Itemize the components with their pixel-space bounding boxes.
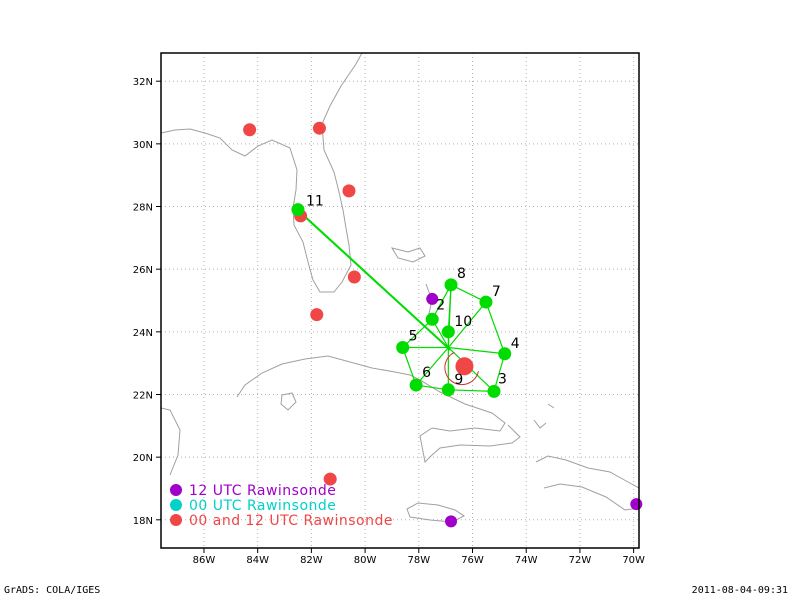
dropsonde-marker	[441, 383, 455, 397]
x-tick-label: 86W	[193, 555, 216, 566]
footer-credit: GrADS: COLA/IGES	[4, 585, 101, 596]
dropsonde-marker	[441, 325, 455, 339]
spoke-line	[448, 346, 505, 355]
spoke-line	[447, 301, 487, 348]
cuba-north-coast	[236, 355, 506, 432]
ring-line	[448, 389, 495, 392]
legend-swatch	[170, 499, 182, 511]
legend-swatch	[170, 484, 182, 496]
dropsonde-marker	[425, 312, 439, 326]
ring-line	[402, 318, 433, 348]
rawinsonde-00-12-marker	[347, 270, 361, 284]
spoke-line	[297, 209, 449, 348]
grid-lines	[161, 53, 639, 548]
y-tick-label: 18N	[133, 516, 153, 527]
dropsonde-marker	[409, 378, 423, 392]
cuba-south-coast	[419, 424, 521, 464]
rawinsonde-00-12-marker	[312, 121, 326, 135]
drop-number-label: 2	[436, 297, 445, 313]
drop-number-label: 9	[454, 372, 463, 388]
rawinsonde-00-12-marker	[310, 308, 324, 322]
plot-frame	[160, 52, 640, 549]
x-tick-label: 70W	[622, 555, 645, 566]
turks-caicos	[533, 403, 555, 429]
drop-number-labels: 2 3 4 5 6 7 8 9 10 11	[306, 194, 520, 388]
drop-number-label: 6	[422, 365, 431, 381]
x-tick-label: 76W	[461, 555, 484, 566]
drop-number-label: 4	[511, 336, 520, 352]
dropsonde-marker	[487, 384, 501, 398]
hispaniola	[535, 455, 639, 511]
yucatan-edge	[161, 407, 181, 476]
legend-swatch	[170, 514, 182, 526]
ring-line	[402, 347, 417, 386]
x-tick-label: 78W	[407, 555, 430, 566]
rawinsonde-00-12-marker	[243, 123, 257, 137]
y-tick-label: 28N	[133, 203, 153, 214]
spoke-line	[300, 213, 451, 351]
drop-link-lines	[297, 209, 506, 392]
dropsonde-marker	[396, 340, 410, 354]
drop-number-label: 8	[457, 266, 466, 282]
y-tick-label: 24N	[133, 328, 153, 339]
rawinsonde-00-12-marker	[323, 472, 337, 486]
rawinsonde-12-marker	[426, 292, 439, 305]
rawinsonde-12-marker	[630, 498, 643, 511]
coastlines	[161, 53, 639, 523]
storm-center-marker	[455, 357, 474, 376]
ring-line	[485, 301, 506, 354]
legend-label: 00 and 12 UTC Rawinsonde	[189, 513, 393, 529]
x-tick-label: 84W	[246, 555, 269, 566]
dropsonde-marker	[479, 295, 493, 309]
y-tick-label: 30N	[133, 140, 153, 151]
andros	[390, 247, 426, 263]
rawinsonde-12-marker	[445, 515, 458, 528]
y-tick-label: 26N	[133, 265, 153, 276]
y-tick-label: 32N	[133, 77, 153, 88]
x-tick-label: 82W	[300, 555, 323, 566]
ring-line	[431, 284, 452, 320]
dropsonde-marker	[444, 278, 458, 292]
storm-track-arc	[444, 351, 479, 386]
drop-number-label: 7	[492, 284, 501, 300]
ring-line	[447, 284, 452, 332]
footer-timestamp: 2011-08-04-09:31	[691, 585, 788, 596]
spoke-line	[415, 347, 449, 386]
drop-number-label: 11	[306, 194, 324, 210]
isle-of-youth	[280, 392, 297, 411]
ring-line	[493, 353, 506, 392]
x-tick-label: 80W	[354, 555, 377, 566]
legend-label: 12 UTC Rawinsonde	[189, 483, 336, 499]
axis-ticks: 86W 84W 82W 80W 78W 76W 74W 72W 70W 18N 20N 22N 24N 2…	[133, 77, 645, 566]
station-markers	[243, 121, 643, 528]
rawinsonde-00-12-marker	[342, 184, 356, 198]
jamaica	[406, 502, 465, 523]
dropsonde-marker	[498, 347, 512, 361]
x-tick-label: 72W	[569, 555, 592, 566]
dropsonde-marker	[291, 203, 305, 217]
y-tick-label: 20N	[133, 453, 153, 464]
drop-number-label: 10	[454, 314, 472, 330]
drop-number-label: 5	[409, 328, 418, 344]
y-tick-label: 22N	[133, 390, 153, 401]
legend-label: 00 UTC Rawinsonde	[189, 498, 336, 514]
drop-number-label: 3	[498, 371, 507, 387]
florida-gulf-coast	[161, 53, 363, 293]
x-tick-label: 74W	[515, 555, 538, 566]
